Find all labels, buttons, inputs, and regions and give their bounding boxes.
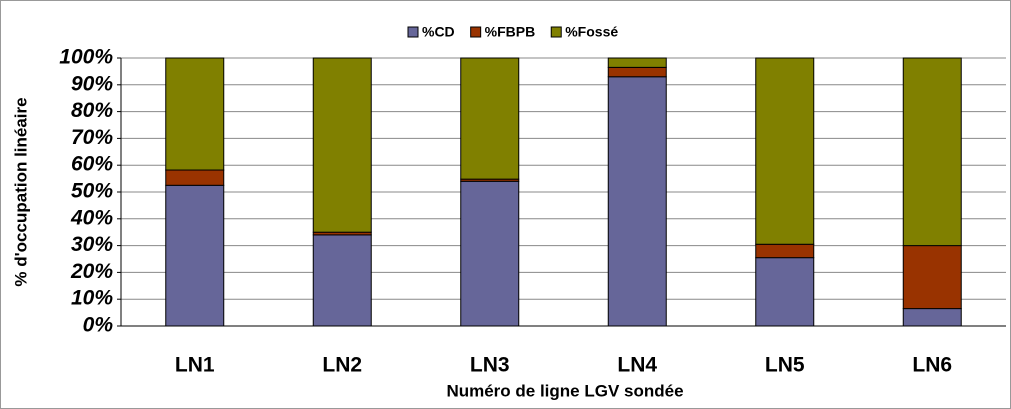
legend-swatch (407, 26, 419, 38)
bar-segment (165, 169, 225, 186)
y-tick-label: 100% (59, 46, 113, 69)
x-tick-label: LN5 (765, 354, 805, 377)
y-tick-label: 0% (83, 314, 114, 337)
y-tick-label: 20% (70, 260, 113, 283)
bar-segment (607, 66, 667, 78)
legend-swatch (470, 26, 482, 38)
y-tick-label: 40% (70, 206, 113, 229)
legend-label: %CD (422, 24, 455, 40)
x-tick-label: LN2 (322, 354, 362, 377)
x-axis-title: Numéro de ligne LGV sondée (446, 381, 683, 400)
bar-segment (902, 245, 962, 310)
bar-segment (165, 184, 225, 327)
bar-segment (312, 234, 372, 327)
bar-segment (460, 57, 520, 180)
legend-label: %FBPB (485, 24, 536, 40)
y-tick-label: 30% (71, 233, 113, 256)
x-tick-label: LN1 (175, 354, 215, 377)
x-tick-label: LN4 (617, 354, 657, 377)
y-tick-label: 80% (71, 99, 113, 122)
y-tick-label: 90% (71, 72, 113, 95)
y-axis-title: % d'occupation linéaire (11, 97, 30, 286)
legend-label: %Fossé (565, 24, 618, 40)
bar-segment (902, 57, 962, 247)
y-tick-label: 50% (71, 180, 113, 203)
y-tick-label: 10% (71, 287, 113, 310)
x-tick-label: LN6 (912, 354, 952, 377)
bar-segment (312, 57, 372, 233)
bar-segment (755, 57, 815, 245)
x-tick-label: LN3 (470, 354, 510, 377)
bar-segment (755, 243, 815, 259)
bar-segment (607, 57, 667, 68)
bar-segment (902, 308, 962, 327)
y-tick-label: 70% (71, 126, 113, 149)
bar-segment (755, 257, 815, 327)
bar-segment (460, 180, 520, 327)
y-tick-label: 60% (71, 153, 113, 176)
bar-segment (165, 57, 225, 171)
legend-swatch (550, 26, 562, 38)
bar-segment (607, 76, 667, 327)
